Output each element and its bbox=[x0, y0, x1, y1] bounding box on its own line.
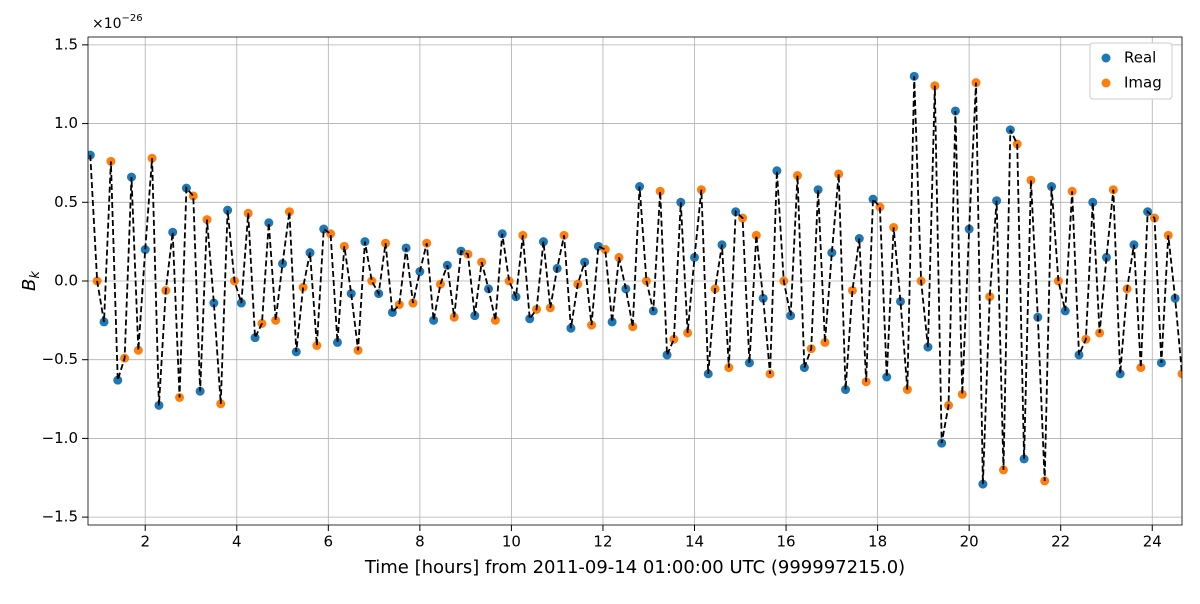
y-tick-label: 0.0 bbox=[54, 272, 78, 290]
point bbox=[1088, 197, 1098, 207]
x-tick-label: 2 bbox=[140, 533, 150, 551]
point bbox=[1136, 363, 1146, 373]
legend-marker bbox=[1101, 53, 1111, 63]
x-tick-label: 20 bbox=[960, 533, 979, 551]
point bbox=[429, 315, 439, 325]
point bbox=[820, 337, 830, 347]
legend-label: Imag bbox=[1124, 74, 1162, 92]
x-tick-label: 24 bbox=[1143, 533, 1162, 551]
offset-exponent: −26 bbox=[122, 13, 143, 24]
y-tick-label: −1.0 bbox=[42, 429, 78, 447]
point bbox=[1177, 369, 1182, 379]
point bbox=[1115, 369, 1125, 379]
x-tick-label: 4 bbox=[232, 533, 242, 551]
point bbox=[882, 372, 892, 382]
point bbox=[435, 279, 445, 289]
x-tick-label: 6 bbox=[324, 533, 334, 551]
point bbox=[140, 245, 150, 255]
point bbox=[669, 334, 679, 344]
point bbox=[133, 345, 143, 355]
point bbox=[957, 389, 967, 399]
legend-marker bbox=[1101, 78, 1111, 88]
dashed-line bbox=[89, 76, 1182, 485]
point bbox=[250, 333, 260, 343]
point bbox=[834, 169, 844, 179]
point bbox=[792, 171, 802, 181]
point bbox=[1026, 175, 1036, 185]
x-tick-label: 12 bbox=[593, 533, 612, 551]
x-axis-label: Time [hours] from 2011-09-14 01:00:00 UT… bbox=[364, 557, 905, 578]
x-tick-label: 22 bbox=[1051, 533, 1070, 551]
point bbox=[758, 293, 768, 303]
point bbox=[209, 298, 219, 308]
point bbox=[600, 245, 610, 255]
y-axis-label-base: B bbox=[19, 279, 40, 291]
point bbox=[593, 241, 603, 251]
x-tick-label: 8 bbox=[415, 533, 425, 551]
point bbox=[628, 322, 638, 332]
y-tick-label: −0.5 bbox=[42, 350, 78, 368]
point bbox=[813, 185, 823, 195]
offset-text: ×10−26 bbox=[92, 13, 143, 32]
point bbox=[284, 207, 294, 217]
y-tick-label: −1.5 bbox=[42, 508, 78, 526]
y-axis-label: Bk bbox=[19, 271, 43, 291]
y-tick-label: 0.5 bbox=[54, 193, 78, 211]
point bbox=[744, 358, 754, 368]
point bbox=[504, 276, 514, 286]
point bbox=[332, 337, 342, 347]
point bbox=[346, 289, 356, 299]
plot-frame bbox=[87, 36, 1183, 526]
point bbox=[271, 315, 281, 325]
point bbox=[264, 218, 274, 228]
x-tick-label: 16 bbox=[777, 533, 796, 551]
x-tick-label: 10 bbox=[502, 533, 521, 551]
point bbox=[298, 282, 308, 292]
point bbox=[1101, 252, 1111, 262]
legend-label: Real bbox=[1124, 49, 1156, 67]
point bbox=[490, 315, 500, 325]
y-axis-label-subscript: k bbox=[28, 271, 43, 279]
y-tick-label: 1.0 bbox=[54, 114, 78, 132]
point bbox=[113, 375, 123, 385]
point bbox=[895, 296, 905, 306]
point bbox=[168, 227, 178, 237]
point bbox=[841, 385, 851, 395]
x-tick-label: 14 bbox=[685, 533, 704, 551]
point bbox=[772, 166, 782, 176]
point bbox=[751, 230, 761, 240]
legend-box bbox=[1089, 42, 1173, 100]
point bbox=[827, 248, 837, 258]
x-tick-label: 18 bbox=[868, 533, 887, 551]
point bbox=[312, 341, 322, 351]
point bbox=[607, 317, 617, 327]
point bbox=[847, 285, 857, 295]
point bbox=[655, 186, 665, 196]
y-tick-label: 1.5 bbox=[54, 35, 78, 53]
offset-base: ×10 bbox=[92, 16, 122, 32]
point bbox=[985, 292, 995, 302]
point bbox=[662, 350, 672, 360]
